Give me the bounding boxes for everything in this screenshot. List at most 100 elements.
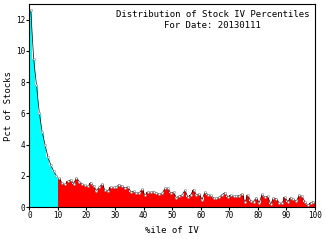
Bar (309, 203, 312, 207)
Bar (241, 194, 244, 207)
Bar (132, 191, 135, 207)
Bar (86, 186, 89, 207)
Bar (49, 165, 52, 207)
Bar (112, 187, 115, 207)
Y-axis label: Pct of Stocks: Pct of Stocks (4, 71, 13, 141)
X-axis label: %ile of IV: %ile of IV (145, 226, 199, 235)
Bar (181, 195, 184, 207)
Bar (95, 190, 98, 207)
Bar (81, 184, 83, 207)
Bar (195, 195, 198, 207)
Bar (126, 187, 129, 207)
Bar (258, 203, 261, 207)
Bar (164, 188, 166, 207)
Bar (92, 186, 95, 207)
Bar (304, 202, 306, 207)
Bar (255, 198, 258, 207)
Bar (184, 190, 186, 207)
Bar (209, 196, 212, 207)
Bar (172, 192, 175, 207)
Bar (232, 196, 235, 207)
Bar (41, 132, 44, 207)
Bar (161, 193, 164, 207)
Bar (192, 190, 195, 207)
Bar (289, 198, 292, 207)
Bar (235, 196, 238, 207)
Bar (295, 201, 298, 207)
Bar (124, 188, 126, 207)
Bar (72, 184, 75, 207)
Bar (261, 194, 263, 207)
Bar (152, 192, 155, 207)
Bar (44, 145, 47, 207)
Bar (252, 201, 255, 207)
Bar (224, 193, 226, 207)
Bar (226, 197, 229, 207)
Bar (269, 204, 272, 207)
Bar (169, 193, 172, 207)
Bar (118, 185, 121, 207)
Bar (292, 199, 295, 207)
Bar (67, 181, 69, 207)
Bar (135, 193, 138, 207)
Bar (229, 195, 232, 207)
Bar (52, 171, 55, 207)
Bar (141, 189, 143, 207)
Bar (221, 195, 224, 207)
Bar (115, 187, 118, 207)
Bar (175, 198, 178, 207)
Text: Distribution of Stock IV Percentiles
For Date: 20130111: Distribution of Stock IV Percentiles For… (116, 10, 309, 30)
Bar (75, 178, 78, 207)
Bar (301, 196, 304, 207)
Bar (215, 198, 218, 207)
Bar (78, 181, 81, 207)
Bar (203, 192, 206, 207)
Bar (158, 194, 161, 207)
Bar (266, 196, 269, 207)
Bar (155, 193, 158, 207)
Bar (198, 194, 201, 207)
Bar (38, 114, 41, 207)
Bar (166, 188, 169, 207)
Bar (104, 190, 107, 207)
Bar (189, 195, 192, 207)
Bar (206, 195, 209, 207)
Bar (149, 192, 152, 207)
Bar (35, 85, 38, 207)
Bar (278, 203, 281, 207)
Bar (83, 185, 86, 207)
Bar (186, 197, 189, 207)
Bar (298, 196, 301, 207)
Bar (272, 198, 275, 207)
Bar (284, 197, 286, 207)
Bar (109, 187, 112, 207)
Bar (218, 197, 221, 207)
Bar (275, 199, 278, 207)
Bar (98, 187, 101, 207)
Bar (201, 200, 203, 207)
Bar (143, 196, 146, 207)
Bar (107, 191, 109, 207)
Bar (129, 191, 132, 207)
Bar (286, 202, 289, 207)
Bar (312, 202, 315, 207)
Bar (29, 11, 32, 207)
Bar (146, 192, 149, 207)
Bar (178, 196, 181, 207)
Bar (64, 185, 67, 207)
Bar (47, 157, 49, 207)
Bar (55, 176, 58, 207)
Bar (249, 201, 252, 207)
Bar (238, 196, 241, 207)
Bar (246, 195, 249, 207)
Bar (61, 183, 64, 207)
Bar (212, 198, 215, 207)
Bar (32, 59, 35, 207)
Bar (121, 186, 124, 207)
Bar (89, 183, 92, 207)
Bar (101, 184, 104, 207)
Bar (263, 197, 266, 207)
Bar (244, 202, 246, 207)
Bar (281, 203, 284, 207)
Bar (138, 193, 141, 207)
